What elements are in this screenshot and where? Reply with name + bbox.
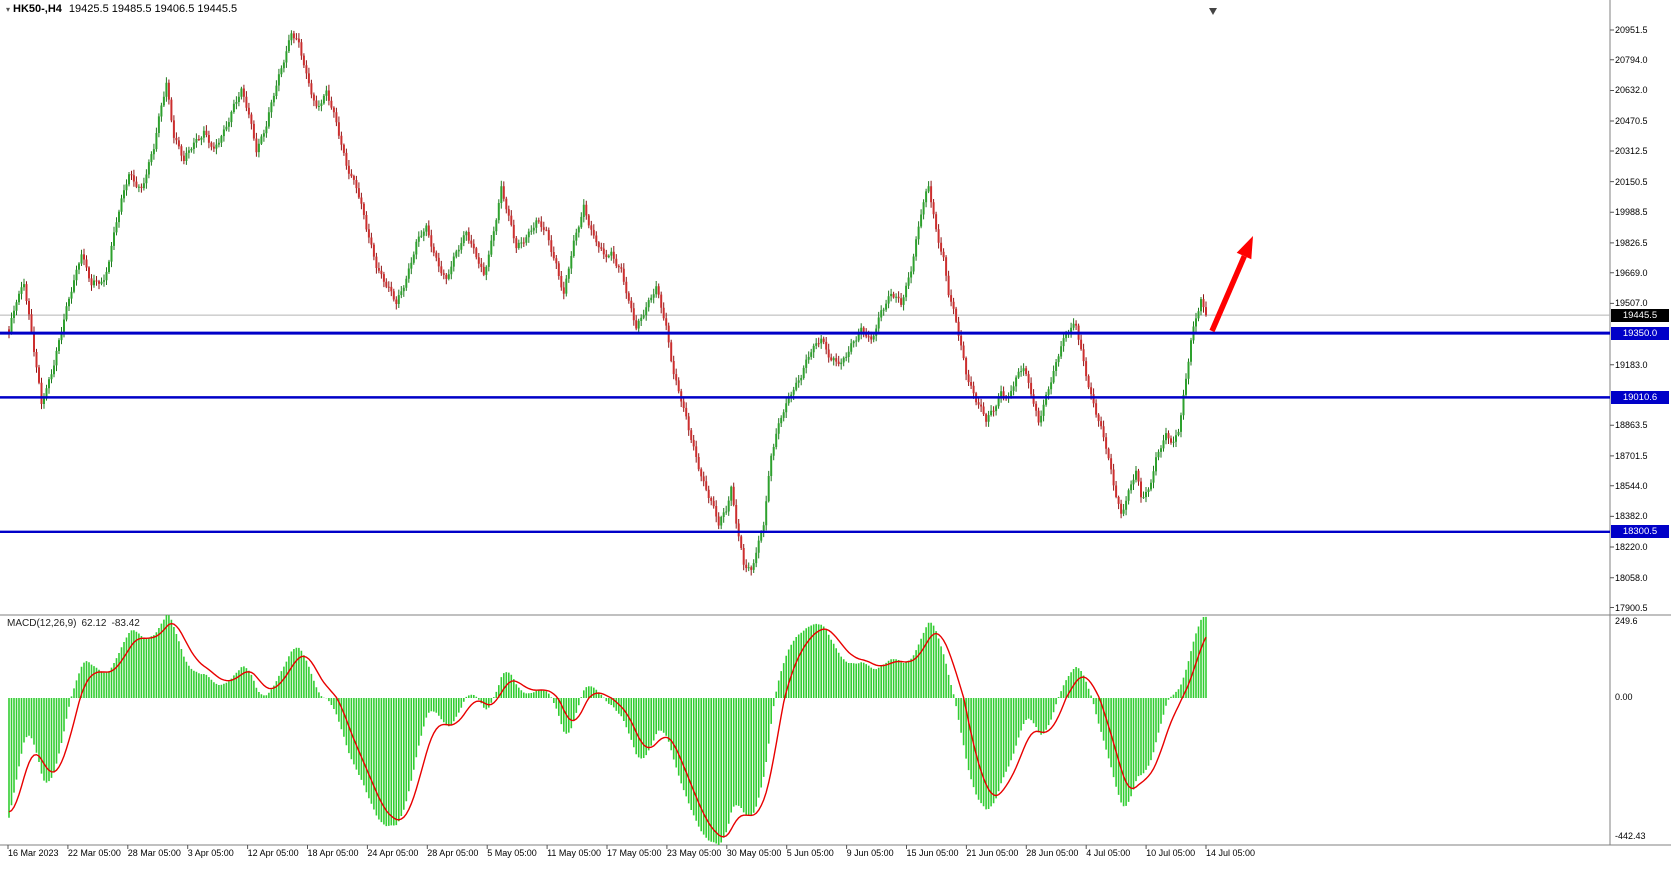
price-axis-label: 18058.0	[1615, 572, 1648, 583]
price-axis-ticks	[1610, 29, 1614, 608]
time-axis-label: 21 Jun 05:00	[966, 848, 1019, 858]
level-price-badge: 18300.5	[1611, 525, 1669, 539]
time-axis-label: 23 May 05:00	[666, 848, 722, 858]
time-axis-label: 16 Mar 2023	[8, 848, 59, 858]
macd-name-label: MACD(12,26,9)	[7, 618, 77, 629]
level-price-badge: 19350.0	[1611, 326, 1669, 340]
time-axis-label: 28 Apr 05:00	[427, 848, 479, 858]
chart-menu-icon: ▾	[6, 5, 11, 14]
time-axis-label: 28 Mar 05:00	[127, 848, 181, 858]
macd-axis-zero-label: 0.00	[1615, 692, 1633, 702]
time-axis-label: 24 Apr 05:00	[367, 848, 419, 858]
bull-candle-wicks	[11, 30, 1202, 573]
price-axis-label: 19826.5	[1615, 237, 1648, 248]
macd-signal-line	[8, 622, 1207, 838]
trend-arrow-head	[1236, 236, 1253, 260]
time-axis-label: 15 Jun 05:00	[906, 848, 959, 858]
price-axis-label: 20470.5	[1615, 116, 1648, 127]
price-axis-label: 20150.5	[1615, 176, 1648, 187]
time-axis-label: 28 Jun 05:00	[1026, 848, 1079, 858]
time-axis-label: 5 Jun 05:00	[786, 848, 834, 858]
time-axis-label: 12 Apr 05:00	[247, 848, 299, 858]
time-axis-label: 10 Jul 05:00	[1146, 848, 1196, 858]
time-axis-label: 22 Mar 05:00	[67, 848, 121, 858]
macd-axis-min-label: -442.43	[1615, 831, 1646, 841]
macd-indicator-label: MACD(12,26,9) 62.12 -83.42	[7, 618, 145, 629]
price-axis-label: 20951.5	[1615, 25, 1648, 35]
price-axis-label: 18863.5	[1615, 420, 1648, 431]
current-price-badge: 19445.5	[1611, 308, 1669, 322]
time-axis-label: 5 May 05:00	[487, 848, 537, 858]
price-axis-label: 19183.0	[1615, 359, 1648, 370]
trend-arrow-shaft	[1209, 255, 1247, 333]
price-axis-label: 18701.5	[1615, 450, 1648, 461]
bear-candle-wicks	[8, 30, 1207, 576]
price-axis-label: 18544.0	[1615, 480, 1648, 491]
symbol-timeframe-label: HK50-,H4	[13, 3, 62, 15]
time-axis-ticks	[7, 845, 1207, 849]
trend-arrow[interactable]	[1209, 236, 1253, 333]
price-axis-label: 17900.5	[1615, 602, 1648, 613]
chart-title: ▾ HK50-,H4 19425.5 19485.5 19406.5 19445.5	[6, 3, 237, 15]
ohlc-values-label: 19425.5 19485.5 19406.5 19445.5	[68, 3, 238, 15]
macd-axis-max-label: 249.6	[1615, 616, 1638, 626]
time-axis-label: 3 Apr 05:00	[187, 848, 234, 858]
price-axis-label: 20312.5	[1615, 145, 1648, 156]
price-axis-label: 20794.0	[1615, 54, 1648, 65]
price-axis-label: 18220.0	[1615, 542, 1648, 553]
time-axis-label: 14 Jul 05:00	[1206, 848, 1256, 858]
bull-candle-bodies	[10, 33, 1202, 570]
price-axis-label: 19988.5	[1615, 207, 1648, 218]
macd-histogram	[8, 615, 1207, 845]
price-axis-label: 19669.0	[1615, 267, 1648, 278]
macd-signal-value: -83.42	[111, 618, 140, 629]
price-axis-label: 20632.0	[1615, 85, 1648, 96]
chart-shift-marker-icon[interactable]	[1209, 8, 1217, 15]
time-axis-label: 4 Jul 05:00	[1086, 848, 1131, 858]
time-axis-label: 9 Jun 05:00	[846, 848, 894, 858]
bear-candle-bodies	[8, 33, 1207, 570]
time-axis-label: 30 May 05:00	[726, 848, 782, 858]
time-axis-label: 11 May 05:00	[547, 848, 601, 858]
time-axis-label: 17 May 05:00	[607, 848, 662, 858]
price-axis-label: 19507.0	[1615, 298, 1648, 309]
price-axis-label: 18382.0	[1615, 511, 1648, 522]
macd-main-value: 62.12	[81, 618, 107, 629]
level-price-badge: 19010.6	[1611, 390, 1669, 404]
time-axis-label: 18 Apr 05:00	[307, 848, 359, 858]
